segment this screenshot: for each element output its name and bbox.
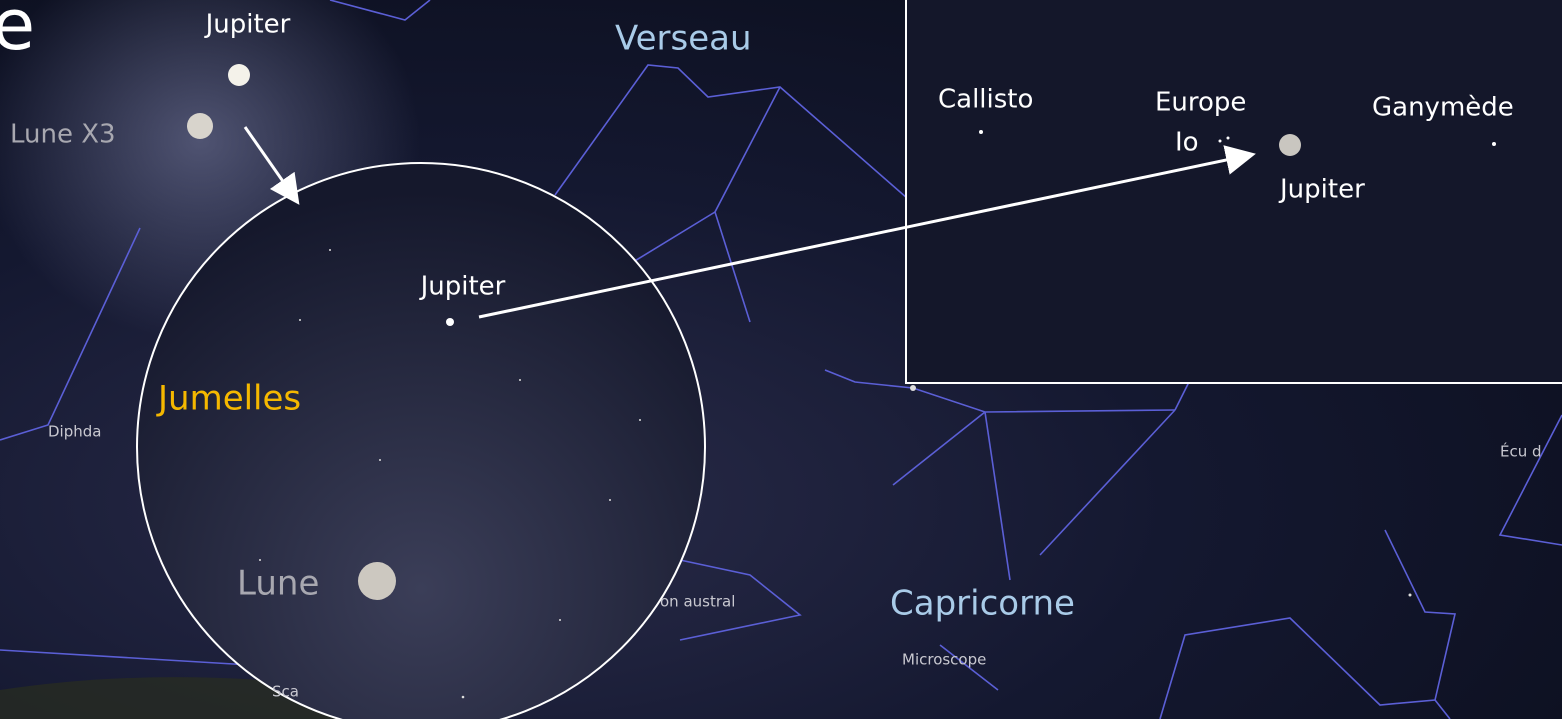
label: Jupiter: [204, 10, 291, 40]
title-fragment: e: [0, 0, 35, 66]
label: Sca: [272, 683, 299, 701]
inset-label: Io: [1175, 128, 1199, 158]
inset-label: Callisto: [938, 85, 1033, 115]
label: Jupiter: [419, 272, 506, 302]
inset-label: Ganymède: [1372, 93, 1514, 123]
jupiter-bright: [228, 64, 250, 86]
label: on austral: [660, 593, 735, 611]
label: Lune X3: [10, 120, 116, 150]
jupiter-dot: [446, 318, 454, 326]
label: Capricorne: [890, 584, 1075, 624]
moon-small: [187, 113, 213, 139]
label: Jumelles: [156, 379, 301, 419]
moon: [358, 562, 396, 600]
label: Microscope: [902, 651, 986, 669]
binocular-view: [137, 163, 705, 719]
label: Lune: [237, 564, 319, 604]
sky-view: e Jupiter Lune X3 Verseau Diphda Jupiter…: [0, 0, 1562, 719]
inset-box: [906, 0, 1562, 383]
label: Écu d: [1500, 442, 1542, 461]
label: Diphda: [48, 423, 101, 441]
jupiter-disk: [1279, 134, 1301, 156]
inset-label: Europe: [1155, 88, 1246, 118]
label: Verseau: [615, 19, 752, 59]
inset-label: Jupiter: [1278, 175, 1365, 205]
